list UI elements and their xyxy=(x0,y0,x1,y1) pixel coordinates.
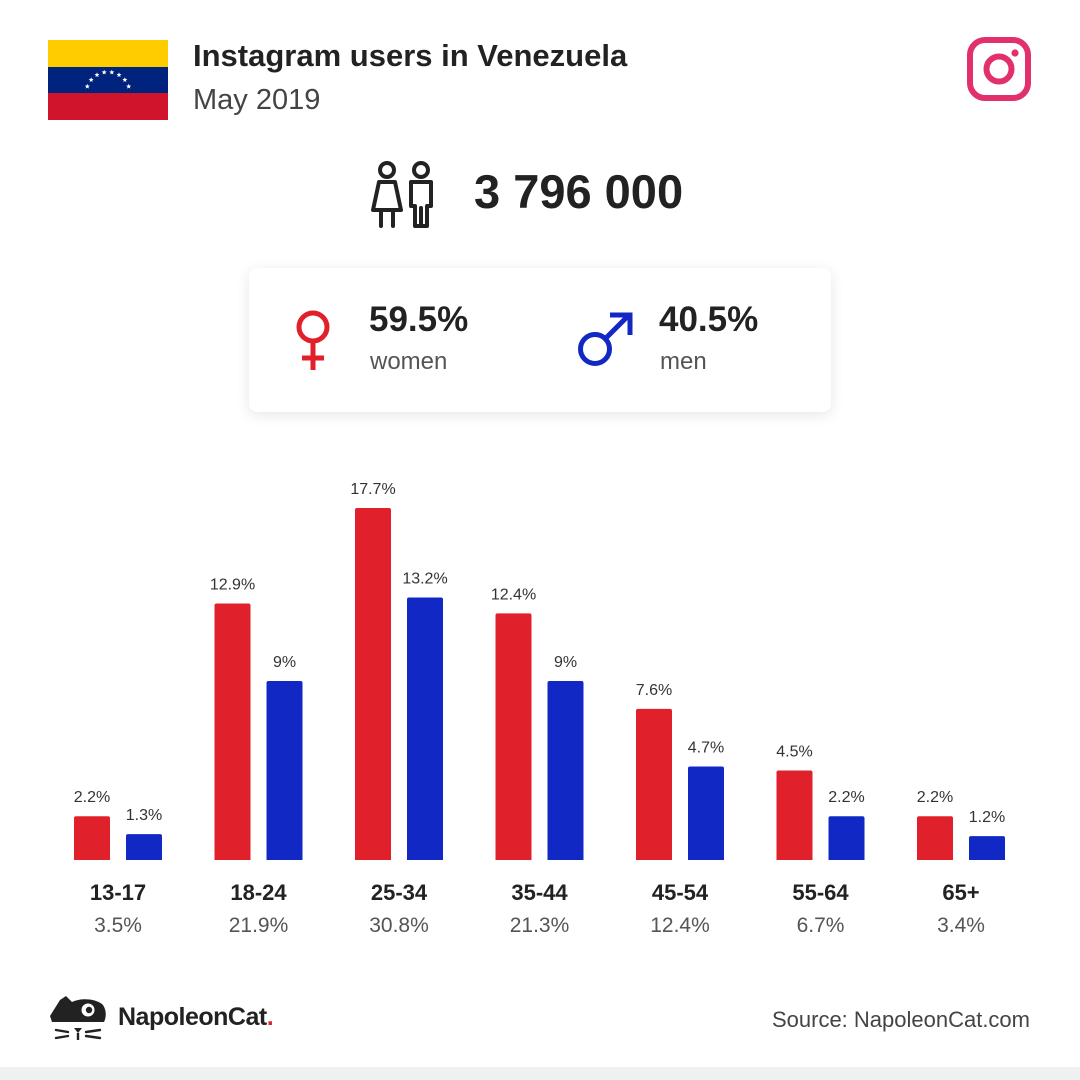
men-value-label: 1.2% xyxy=(969,809,1005,826)
men-bar-65+ xyxy=(969,836,1005,860)
women-bar-35-44 xyxy=(495,613,532,860)
gender-split-card: 59.5% women 40.5% men xyxy=(249,268,831,412)
instagram-icon xyxy=(967,37,1031,101)
female-symbol-icon xyxy=(296,310,330,370)
women-label: women xyxy=(370,348,448,375)
brand-name: NapoleonCat xyxy=(118,1003,267,1031)
men-value-label: 13.2% xyxy=(402,570,447,587)
people-icon xyxy=(371,161,433,228)
flag-star xyxy=(101,69,107,75)
age-category-label: 35-44 xyxy=(511,880,568,905)
age-category-total: 12.4% xyxy=(650,914,710,937)
age-category-label: 55-64 xyxy=(792,880,849,905)
men-label: men xyxy=(660,348,707,375)
women-value-label: 7.6% xyxy=(636,682,672,699)
male-symbol-icon xyxy=(578,312,633,366)
age-category-label: 45-54 xyxy=(652,880,709,905)
age-category-total: 3.5% xyxy=(94,914,142,937)
men-value-label: 1.3% xyxy=(126,807,162,824)
age-category-label: 18-24 xyxy=(230,880,287,905)
age-gender-bar-chart: 2.2% 1.3% 13-17 3.5% 12.9% 9% 18-24 21.9% 17.7% 1… xyxy=(74,481,1005,937)
women-value-label: 12.4% xyxy=(491,586,536,603)
flag-star xyxy=(126,83,132,89)
men-bar-45-54 xyxy=(688,766,724,860)
women-value-label: 2.2% xyxy=(74,789,110,806)
men-bar-13-17 xyxy=(126,834,162,860)
flag-star xyxy=(122,77,128,82)
age-category-total: 6.7% xyxy=(797,914,845,937)
age-category-total: 3.4% xyxy=(937,914,985,937)
women-bar-25-34 xyxy=(355,508,391,860)
women-value-label: 4.5% xyxy=(776,744,812,761)
flag-star xyxy=(84,83,90,89)
men-bar-18-24 xyxy=(266,681,303,860)
men-bar-35-44 xyxy=(547,681,584,860)
total-users-value: 3 796 000 xyxy=(474,165,684,218)
page-subtitle: May 2019 xyxy=(193,84,321,116)
women-percentage: 59.5% xyxy=(369,300,469,339)
flag-star xyxy=(109,69,115,75)
age-category-total: 21.9% xyxy=(229,914,289,937)
women-bar-55-64 xyxy=(776,770,813,860)
page-title: Instagram users in Venezuela xyxy=(193,38,628,73)
flag-star xyxy=(94,72,100,78)
flag-star xyxy=(116,72,122,78)
age-category-total: 21.3% xyxy=(510,914,570,937)
age-category-label: 13-17 xyxy=(90,880,146,905)
women-bar-18-24 xyxy=(214,603,251,860)
men-value-label: 9% xyxy=(273,654,296,671)
men-value-label: 4.7% xyxy=(688,740,724,757)
brand-dot: . xyxy=(266,1003,274,1031)
women-value-label: 17.7% xyxy=(350,481,395,498)
men-value-label: 9% xyxy=(554,654,577,671)
men-bar-25-34 xyxy=(407,597,443,860)
women-value-label: 12.9% xyxy=(210,576,255,593)
men-percentage: 40.5% xyxy=(659,300,759,339)
women-bar-45-54 xyxy=(636,708,672,860)
age-category-total: 30.8% xyxy=(369,914,429,937)
footer-strip xyxy=(0,1067,1080,1080)
men-value-label: 2.2% xyxy=(828,789,864,806)
flag-star xyxy=(88,77,94,82)
age-category-label: 25-34 xyxy=(371,880,428,905)
age-category-label: 65+ xyxy=(942,880,979,905)
women-value-label: 2.2% xyxy=(917,789,953,806)
source-note: Source: NapoleonCat.com xyxy=(771,1007,1030,1032)
men-bar-55-64 xyxy=(828,816,865,860)
napoleoncat-logo-icon xyxy=(50,996,106,1040)
women-bar-13-17 xyxy=(74,816,110,860)
venezuela-flag-icon xyxy=(48,40,168,120)
women-bar-65+ xyxy=(917,816,953,860)
napoleoncat-brand: NapoleonCat. xyxy=(118,1003,274,1032)
